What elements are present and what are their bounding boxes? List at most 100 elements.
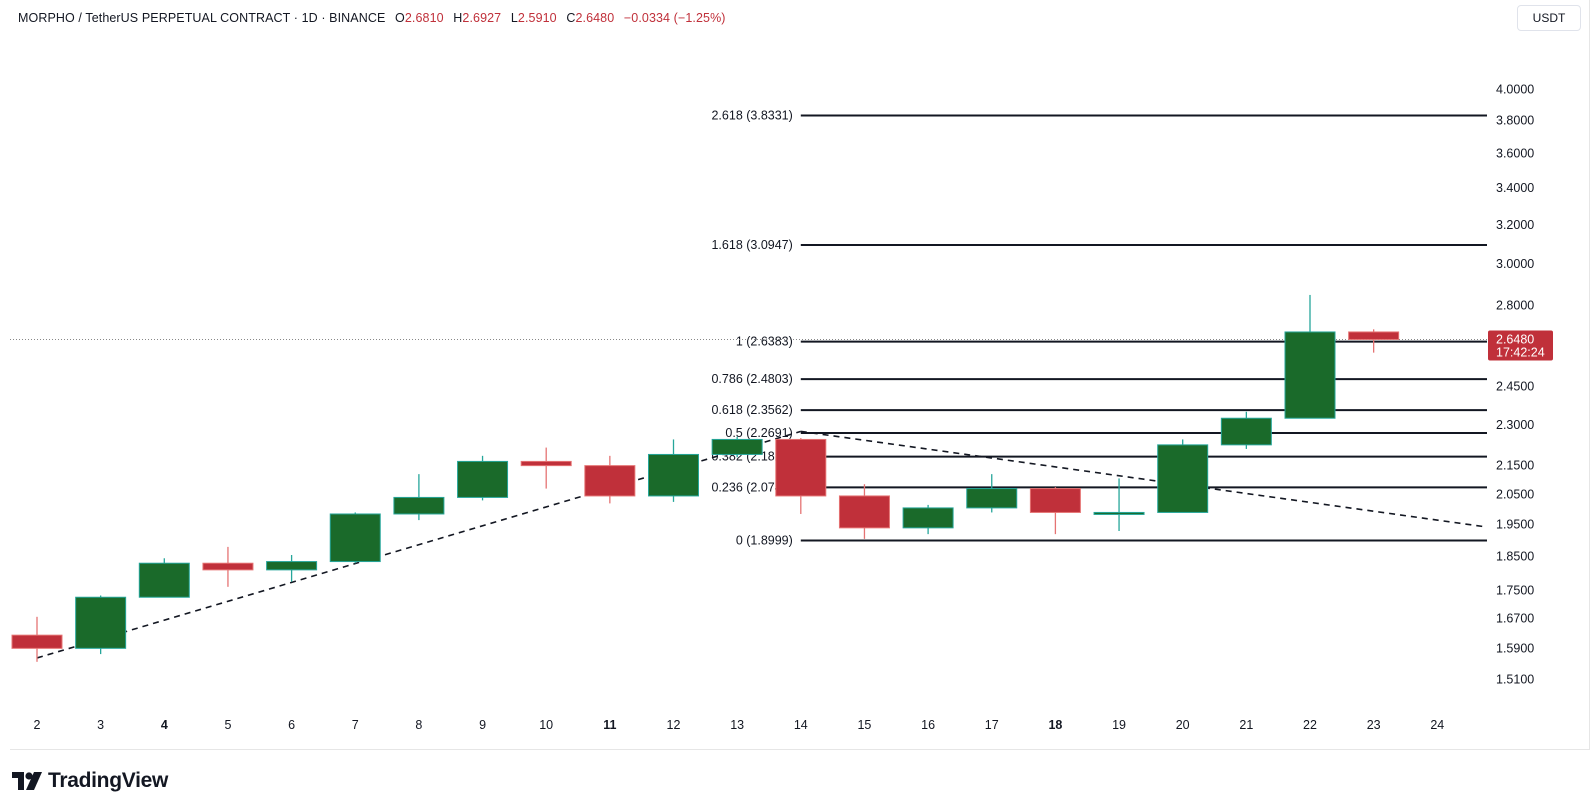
time-tick-label: 12: [667, 718, 681, 732]
time-tick-label: 23: [1367, 718, 1381, 732]
candle: [648, 439, 699, 502]
price-tick-label: 1.8500: [1496, 550, 1534, 564]
candle-body: [966, 488, 1018, 509]
candle-body: [266, 561, 318, 571]
candle: [1029, 487, 1081, 535]
price-tick-label: 3.6000: [1496, 146, 1534, 160]
time-tick-label: 14: [794, 718, 808, 732]
time-tick-label: 20: [1176, 718, 1190, 732]
price-tag-countdown: 17:42:24: [1496, 345, 1545, 359]
time-tick-label: 8: [415, 718, 422, 732]
fib-level-label: 0 (1.8999): [736, 534, 793, 548]
fib-level-label: 0.618 (2.3562): [711, 403, 792, 417]
time-tick-label: 16: [921, 718, 935, 732]
candle: [966, 474, 1018, 513]
candle: [75, 595, 127, 655]
time-tick-label: 21: [1239, 718, 1253, 732]
symbol-title[interactable]: MORPHO / TetherUS PERPETUAL CONTRACT · 1…: [18, 11, 386, 25]
price-tag-bg: [1488, 330, 1553, 361]
candle-body: [1348, 331, 1400, 340]
price-tick-label: 1.5100: [1496, 673, 1534, 687]
low-value: 2.5910: [517, 11, 557, 25]
price-tick-label: 1.5900: [1496, 641, 1534, 655]
candle-body: [1284, 331, 1336, 419]
candle: [393, 474, 445, 521]
candle-body: [1157, 444, 1209, 513]
high-label: H: [453, 11, 463, 25]
time-tick-label: 4: [161, 718, 168, 732]
candle: [1348, 329, 1400, 353]
trendline: [800, 430, 1488, 528]
candle-body: [11, 634, 63, 649]
fib-level-label: 0.786 (2.4803): [711, 372, 792, 386]
candle-body: [75, 596, 127, 649]
candle-body: [138, 562, 190, 598]
candle-body: [648, 453, 699, 497]
candle-body: [902, 507, 954, 529]
price-tick-label: 3.8000: [1496, 114, 1534, 128]
candle-body: [202, 562, 254, 571]
candle-body: [838, 495, 890, 529]
candle: [1220, 411, 1272, 449]
candle: [584, 455, 636, 504]
candle: [838, 484, 890, 539]
candle: [711, 436, 763, 458]
candle-body: [1029, 488, 1081, 513]
price-tick-label: 4.0000: [1496, 83, 1534, 97]
time-tick-label: 2: [34, 718, 41, 732]
candles: [11, 294, 1400, 662]
price-tick-label: 2.3000: [1496, 418, 1534, 432]
candle-body: [1220, 417, 1272, 446]
price-tag-value: 2.6480: [1496, 332, 1534, 346]
high-value: 2.6927: [462, 11, 502, 25]
candle: [457, 455, 509, 501]
candle: [1093, 478, 1145, 531]
price-axis[interactable]: 4.0000 3.8000 3.6000 3.4000 3.2000 3.0000 2.80…: [1496, 83, 1534, 687]
time-tick-label: 11: [603, 718, 616, 732]
chart-pane[interactable]: [10, 0, 1590, 750]
close-label: C: [566, 11, 576, 25]
price-tick-label: 3.2000: [1496, 218, 1534, 232]
time-tick-label: 13: [730, 718, 744, 732]
candle: [266, 554, 318, 582]
price-tick-label: 2.0500: [1496, 487, 1534, 501]
close-value: 2.6480: [575, 11, 615, 25]
candle: [902, 504, 954, 535]
price-tick-label: 2.4500: [1496, 380, 1534, 394]
candle-body: [520, 460, 572, 467]
candle: [138, 558, 190, 598]
candle: [1157, 439, 1209, 513]
fib-level-label: 0.5 (2.2691): [725, 426, 792, 440]
symbol-legend: MORPHO / TetherUS PERPETUAL CONTRACT · 1…: [18, 11, 726, 25]
tradingview-logo-text: TradingView: [48, 769, 169, 792]
price-tick-label: 1.6700: [1496, 612, 1534, 626]
open-label: O: [395, 11, 405, 25]
time-tick-label: 22: [1303, 718, 1317, 732]
time-tick-label: 15: [857, 718, 871, 732]
time-tick-label: 5: [224, 718, 231, 732]
candle: [520, 447, 572, 489]
price-tick-label: 2.1500: [1496, 459, 1534, 473]
fib-level-label: 2.618 (3.8331): [711, 108, 792, 122]
time-tick-label: 7: [352, 718, 359, 732]
candle-body: [329, 513, 381, 563]
time-axis[interactable]: 2 3 4 5 6 7 8 9 10 11 12 13 14 15 16 17 18 19 20 21 22 23 24: [34, 718, 1445, 732]
tradingview-logo-icon: [12, 772, 42, 790]
candle: [775, 438, 827, 514]
currency-button[interactable]: USDT: [1517, 5, 1581, 31]
candle-body: [457, 460, 509, 498]
price-tick-label: 1.9500: [1496, 518, 1534, 532]
tradingview-logo[interactable]: TradingView: [12, 769, 169, 792]
price-tick-label: 3.4000: [1496, 181, 1534, 195]
fib-level-label: 0.236 (2.0742): [711, 480, 792, 494]
candle: [329, 512, 381, 564]
fib-level-label: 1.618 (3.0947): [711, 238, 792, 252]
price-tick-label: 2.8000: [1496, 299, 1534, 313]
candle: [1284, 294, 1336, 419]
time-tick-label: 19: [1112, 718, 1126, 732]
trendlines[interactable]: [10, 338, 1488, 659]
time-tick-label: 9: [479, 718, 486, 732]
fibonacci-levels[interactable]: 0 (1.8999)0.236 (2.0742)0.382 (2.1820)0.…: [711, 108, 1487, 548]
